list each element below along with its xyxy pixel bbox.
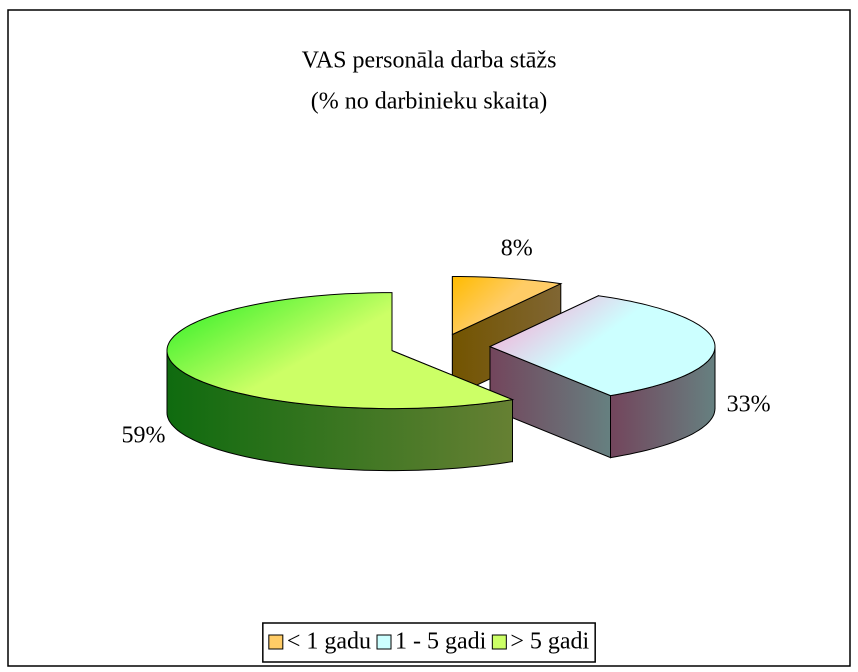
pie: 8% 33% 59% — [122, 236, 771, 472]
legend-label: > 5 gadi — [510, 629, 589, 655]
legend-swatch — [491, 634, 507, 650]
data-label: 8% — [501, 236, 533, 262]
legend: < 1 gadu 1 - 5 gadi > 5 gadi — [262, 622, 596, 663]
data-label: 59% — [122, 422, 166, 448]
legend-label: 1 - 5 gadi — [395, 629, 487, 655]
pie-slice — [166, 292, 515, 472]
chart-subtitle: (% no darbinieku skaita) — [311, 89, 548, 115]
legend-swatch — [268, 634, 284, 650]
slice-top — [451, 276, 563, 336]
legend-swatch — [376, 634, 392, 650]
pie-slice — [488, 295, 716, 459]
data-label: 33% — [727, 391, 771, 417]
slice-top — [166, 292, 515, 410]
legend-label: < 1 gadu — [287, 629, 371, 655]
legend-box — [262, 622, 596, 663]
slice-top — [488, 295, 716, 397]
chart-title: VAS personāla darba stāžs — [302, 48, 557, 74]
